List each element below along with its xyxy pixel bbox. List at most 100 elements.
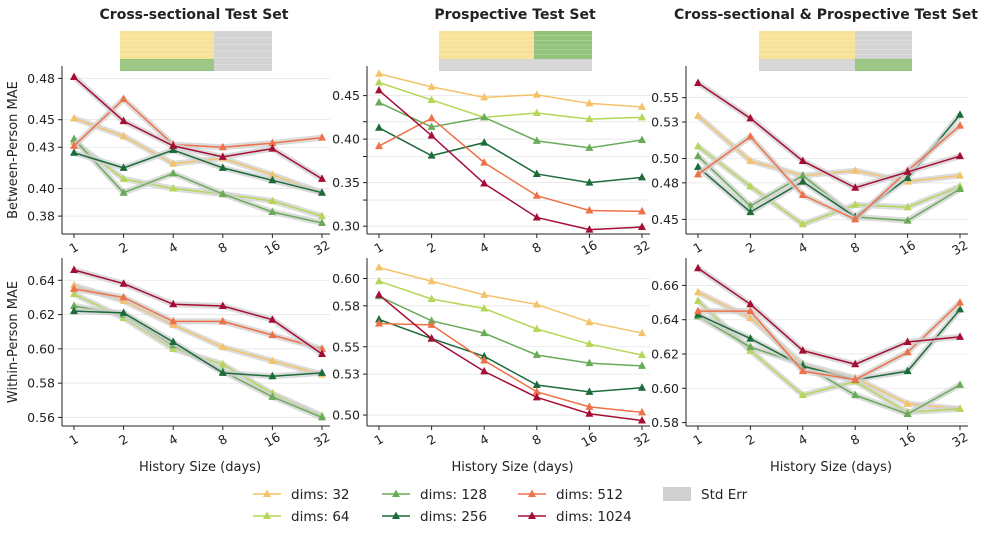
y-tick-label: 0.30 [332,219,360,234]
x-tick-label: 4 [477,431,491,448]
data-point [70,141,78,149]
data-point [956,380,964,388]
data-point [218,368,227,376]
data-point [268,170,277,178]
data-point [956,110,964,118]
panel-4: 0.56 0.58 0.60 0.62 0.64 1 2 4 8 16 32 History Size… [6,258,332,475]
series-line [73,76,323,180]
x-tick-label: 32 [631,237,652,258]
series-line [697,125,961,221]
data-point [903,347,912,356]
x-tick-label: 2 [116,431,130,448]
series-line [378,295,643,367]
data-point [746,306,755,315]
series-line [378,280,643,356]
y-tick-label: 0.55 [651,90,679,105]
data-point [903,216,912,224]
data-point [119,116,128,125]
panel-title: Prospective Test Set [434,7,596,23]
data-point [746,334,755,342]
data-point [318,174,326,182]
x-axis-label: History Size (days) [770,460,892,475]
y-tick-label: 0.48 [651,175,679,190]
x-tick-label: 16 [579,429,600,450]
schematic-block [439,59,592,71]
x-tick-label: 8 [848,431,862,448]
legend-marker [263,489,271,497]
data-point [903,366,912,375]
data-point [427,113,436,122]
x-tick-label: 2 [424,431,438,448]
data-point [638,102,646,110]
x-tick-label: 2 [743,431,757,448]
series-line [378,294,643,422]
y-tick-label: 0.45 [27,112,55,127]
data-point [851,390,860,399]
data-point [218,163,227,171]
x-tick-label: 4 [166,239,180,256]
data-point [119,174,128,182]
data-point [532,380,541,389]
legend-label: dims: 512 [556,487,623,503]
series-line [378,89,643,231]
schematic-block [759,31,855,59]
data-point [70,284,78,292]
data-point [585,98,594,107]
std-err-band [696,80,961,191]
data-point [427,276,436,285]
y-tick-label: 0.40 [27,181,55,196]
y-tick-label: 0.60 [332,271,360,286]
x-tick-label: 1 [67,239,81,256]
x-axis-label: History Size (days) [451,460,573,475]
data-point [70,301,78,309]
series-line [378,127,643,184]
data-point [480,138,489,146]
series-line [73,310,323,378]
data-point [268,371,277,380]
data-point [218,142,227,151]
data-point [70,289,78,297]
legend-stderr-swatch [663,487,691,501]
data-point [585,225,594,233]
data-point [70,148,78,156]
data-point [585,205,594,214]
data-point [70,306,78,315]
series-line [697,315,961,415]
y-tick-label: 0.35 [332,175,360,190]
y-tick-label: 0.50 [332,408,360,423]
x-tick-label: 4 [477,239,491,256]
y-tick-label: 0.55 [332,339,360,354]
data-point [169,299,178,308]
data-point [798,171,807,179]
data-point [532,212,541,221]
panel-2: 0.30 0.35 0.40 0.45 1 2 4 8 16 32 Prospective Test… [332,7,652,258]
y-tick-label: 0.64 [651,312,679,327]
data-point [956,332,964,340]
data-point [638,112,646,121]
data-point [956,121,964,129]
std-err-band [73,285,323,352]
panel-title: Cross-sectional & Prospective Test Set [674,7,978,23]
data-point [638,328,646,337]
data-point [375,98,383,106]
data-point [532,169,541,177]
series-line [73,98,323,148]
data-point [956,404,964,412]
data-point [218,152,227,160]
data-point [375,85,383,94]
x-tick-label: 32 [949,429,970,450]
data-point [798,190,807,199]
y-axis-label: Between-Person MAE [6,81,21,219]
y-tick-label: 0.45 [651,212,679,227]
data-point [532,299,541,308]
data-point [268,207,277,215]
data-point [798,177,807,185]
y-tick-label: 0.58 [27,376,55,391]
legend: dims: 32 dims: 64 dims: 128 dims: 256 dims: … [253,487,748,525]
data-point [798,346,807,354]
y-tick-label: 0.38 [27,209,55,224]
panel-3: 0.45 0.48 0.50 0.53 0.55 1 2 4 8 16 32 Cross-sectio… [651,7,978,258]
data-point [638,383,646,391]
data-point [169,168,178,177]
